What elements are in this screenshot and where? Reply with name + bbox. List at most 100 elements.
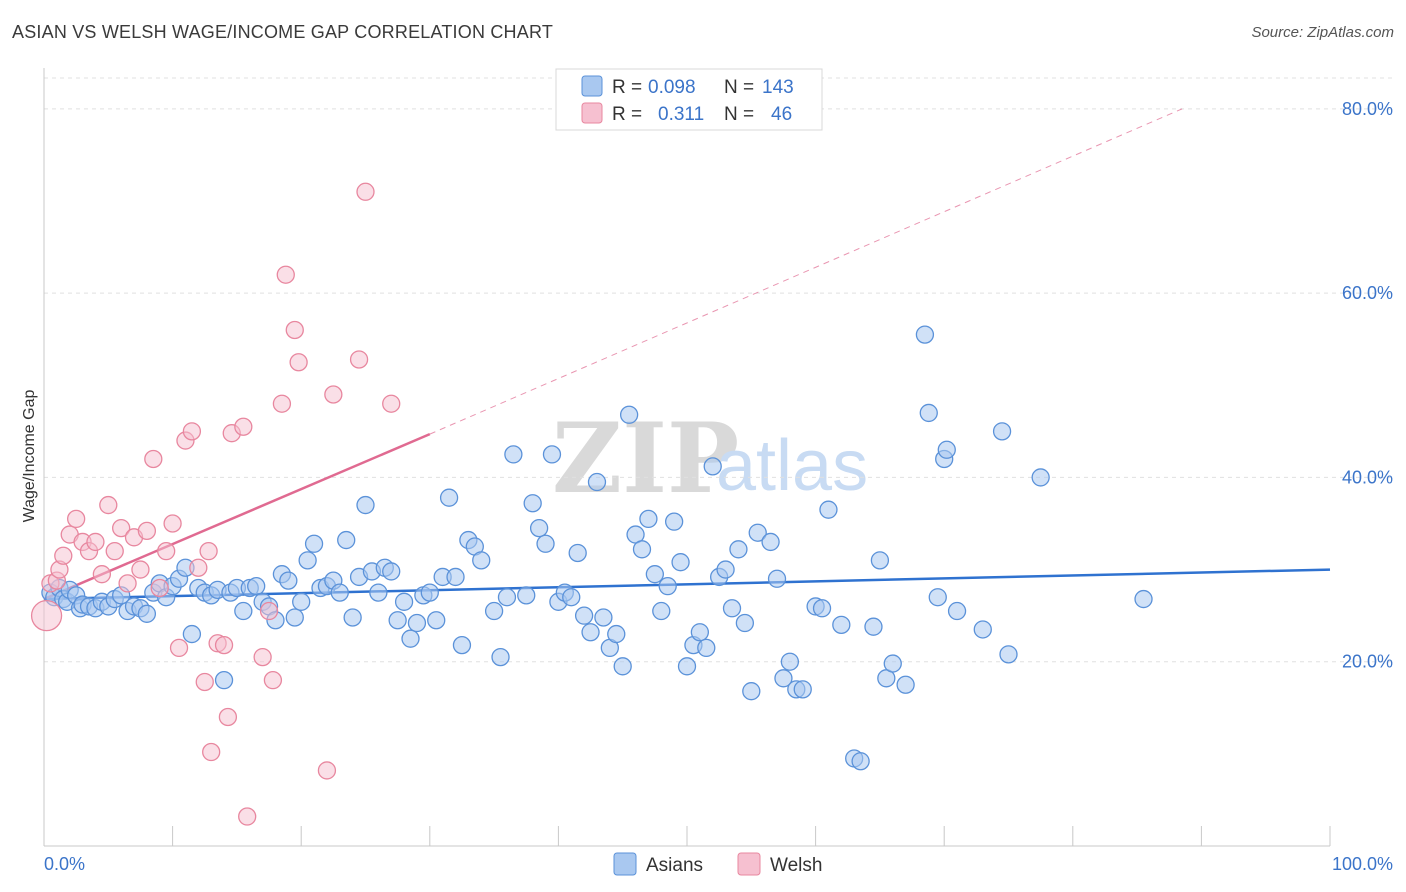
- asian-point-57: [388, 611, 407, 630]
- legend-r-value-asian: 0.098: [648, 77, 696, 98]
- asian-point-71: [484, 601, 504, 621]
- asian-point-98: [664, 512, 684, 531]
- welsh-point-35: [253, 647, 272, 667]
- asian-point-107: [722, 599, 742, 618]
- asian-point-121: [832, 615, 851, 635]
- asian-point-85: [581, 623, 600, 642]
- welsh-point-46: [382, 394, 401, 413]
- asian-point-113: [767, 569, 787, 588]
- asian-point-79: [542, 445, 562, 464]
- legend-swatch-welsh: [581, 102, 603, 124]
- watermark-atlas: atlas: [716, 426, 868, 506]
- welsh-point-26: [195, 672, 214, 692]
- welsh-point-28: [202, 742, 221, 762]
- legend-n-value-asian: 143: [762, 77, 794, 98]
- asian-point-129: [915, 325, 935, 344]
- asian-point-86: [587, 472, 607, 492]
- asian-point-77: [529, 518, 549, 538]
- legend-n-label-asian: N =: [724, 77, 754, 98]
- asian-point-95: [645, 565, 664, 584]
- asian-point-103: [697, 638, 716, 658]
- asian-point-70: [472, 551, 491, 570]
- asian-point-93: [632, 540, 652, 559]
- welsh-point-34: [238, 807, 257, 826]
- welsh-point-42: [317, 761, 337, 780]
- bottom-legend-swatch-welsh: [737, 852, 761, 876]
- asian-point-120: [819, 500, 838, 519]
- welsh-point-27: [199, 541, 218, 561]
- y-tick-label-1: 40.0%: [1342, 467, 1393, 487]
- welsh-point-12: [105, 541, 124, 561]
- asian-point-54: [369, 583, 388, 602]
- asian-point-75: [517, 586, 536, 605]
- legend-swatch-asian: [581, 75, 603, 97]
- asian-point-89: [607, 624, 626, 644]
- asian-point-82: [562, 588, 581, 607]
- asian-point-109: [735, 613, 755, 633]
- asian-point-110: [742, 682, 761, 701]
- trend-lines: [43, 108, 1331, 601]
- asian-point-18: [137, 604, 157, 623]
- asian-points: [41, 325, 1153, 771]
- y-axis-label: Wage/Income Gap: [21, 390, 38, 523]
- asian-point-119: [812, 599, 832, 618]
- asian-point-130: [919, 403, 938, 423]
- correlation-legend: R = 0.098 N = 143 R = 0.311 N = 46: [555, 68, 823, 131]
- asian-point-104: [703, 457, 722, 476]
- asian-point-127: [883, 654, 902, 673]
- asian-point-84: [574, 606, 594, 625]
- axes: [43, 68, 1331, 847]
- welsh-point-20: [157, 541, 176, 561]
- asian-point-83: [568, 543, 587, 563]
- welsh-point-11: [99, 495, 118, 515]
- y-tick-label-3: 80.0%: [1342, 99, 1393, 119]
- welsh-point-31: [218, 707, 238, 727]
- welsh-point-38: [272, 394, 292, 413]
- welsh-point-17: [137, 521, 157, 541]
- asian-point-35: [247, 577, 266, 596]
- welsh-point-41: [289, 353, 308, 372]
- legend-r-label-asian: R =: [612, 77, 642, 98]
- bottom-legend-swatch-asians: [613, 852, 637, 876]
- welsh-points: [30, 182, 401, 826]
- asian-point-124: [864, 617, 883, 636]
- y-tick-labels: 20.0% 40.0% 60.0% 80.0%: [1342, 99, 1393, 672]
- asian-point-60: [407, 613, 427, 633]
- welsh-point-13: [112, 518, 131, 538]
- asian-point-73: [497, 588, 517, 607]
- asian-point-65: [439, 488, 459, 507]
- legend-r-value-welsh: 0.311: [658, 104, 704, 125]
- welsh-point-6: [67, 509, 86, 529]
- asian-point-33: [234, 601, 253, 621]
- legend-n-value-welsh: 46: [771, 104, 792, 125]
- asian-point-72: [491, 647, 510, 667]
- asian-point-108: [729, 540, 748, 559]
- welsh-point-36: [259, 601, 279, 621]
- asian-point-90: [613, 657, 632, 676]
- asian-point-56: [382, 562, 401, 581]
- welsh-point-25: [189, 558, 208, 577]
- asian-point-58: [394, 592, 414, 611]
- x-tick-label-max: 100.0%: [1332, 854, 1393, 874]
- asian-point-74: [504, 445, 523, 464]
- asian-point-62: [420, 583, 439, 602]
- welsh-point-40: [285, 320, 304, 340]
- asian-point-25: [182, 624, 202, 644]
- series-legend: Asians Welsh: [613, 852, 822, 876]
- x-tick-label-min: 0.0%: [44, 854, 85, 874]
- asian-point-76: [523, 494, 542, 513]
- welsh-point-44: [349, 350, 369, 369]
- asian-point-99: [671, 553, 690, 572]
- asian-point-41: [285, 608, 304, 627]
- welsh-point-33: [234, 417, 253, 436]
- asian-point-133: [937, 440, 956, 459]
- welsh-point-43: [324, 385, 343, 404]
- asian-point-40: [279, 571, 298, 590]
- asian-point-78: [536, 534, 555, 553]
- welsh-point-21: [163, 514, 182, 533]
- asian-point-30: [214, 670, 234, 690]
- asian-point-128: [896, 675, 915, 694]
- asian-point-50: [343, 608, 362, 627]
- asian-point-63: [427, 611, 446, 630]
